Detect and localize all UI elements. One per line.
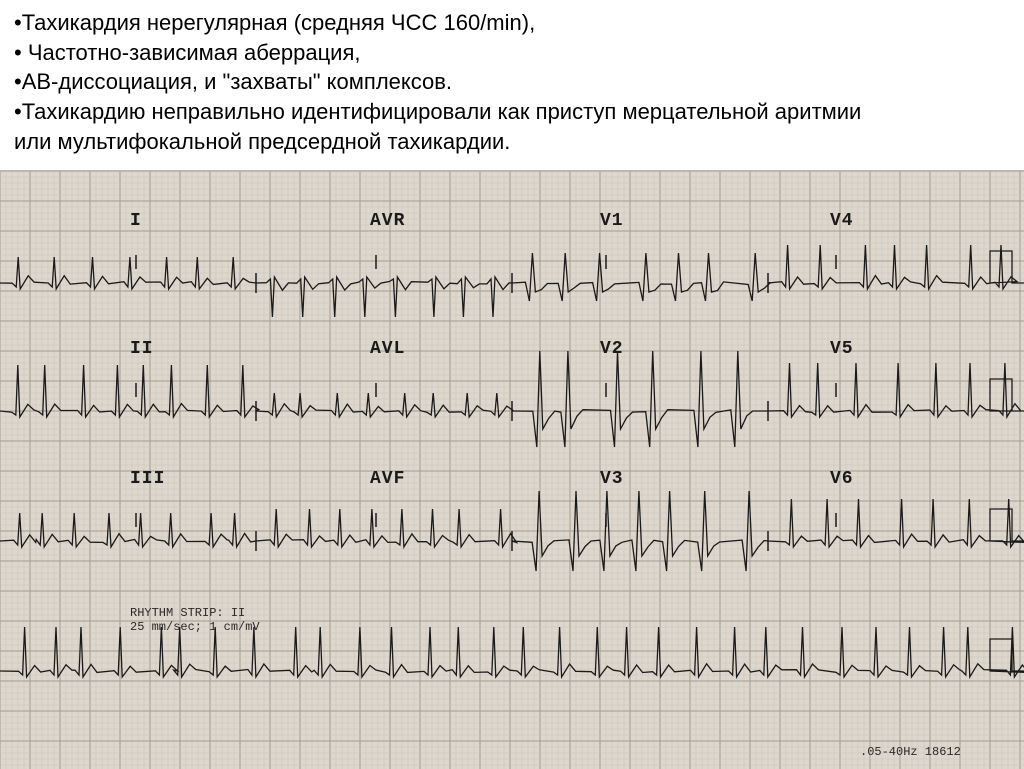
- svg-text:AVR: AVR: [370, 211, 405, 231]
- note-line-5: или мультифокальной предсердной тахикард…: [14, 127, 1010, 157]
- svg-text:I: I: [130, 211, 142, 231]
- clinical-notes: •Тахикардия нерегулярная (средняя ЧСС 16…: [0, 0, 1024, 170]
- svg-text:II: II: [130, 339, 154, 359]
- svg-text:25 mm/sec; 1 cm/mV: 25 mm/sec; 1 cm/mV: [130, 620, 260, 634]
- svg-text:RHYTHM STRIP: II: RHYTHM STRIP: II: [130, 606, 245, 620]
- note-line-4: •Тахикардию неправильно идентифицировали…: [14, 97, 1010, 127]
- svg-text:V1: V1: [600, 211, 624, 231]
- svg-text:V2: V2: [600, 339, 624, 359]
- svg-text:.05-40Hz 18612: .05-40Hz 18612: [860, 745, 961, 759]
- svg-text:AVL: AVL: [370, 339, 405, 359]
- ecg-svg: I AVR V1 V4 II AVL V2 V5 III AVF V3 V6 RHYTHM STRIP:…: [0, 171, 1024, 769]
- note-line-1: •Тахикардия нерегулярная (средняя ЧСС 16…: [14, 8, 1010, 38]
- svg-text:V5: V5: [830, 339, 854, 359]
- note-line-2: • Частотно-зависимая аберрация,: [14, 38, 1010, 68]
- svg-text:III: III: [130, 469, 165, 489]
- note-line-3: •АВ-диссоциация, и "захваты" комплексов.: [14, 67, 1010, 97]
- ecg-strip: I AVR V1 V4 II AVL V2 V5 III AVF V3 V6 RHYTHM STRIP:…: [0, 170, 1024, 769]
- svg-text:AVF: AVF: [370, 469, 405, 489]
- svg-text:V3: V3: [600, 469, 624, 489]
- svg-text:V6: V6: [830, 469, 854, 489]
- svg-text:V4: V4: [830, 211, 854, 231]
